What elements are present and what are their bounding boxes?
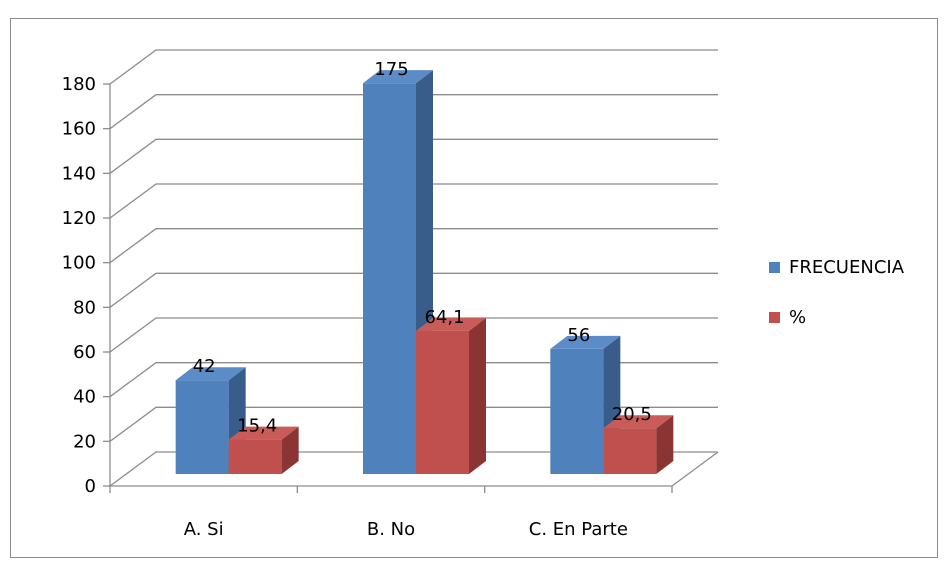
- bars: [175, 70, 674, 475]
- y-tick-labels: 0 20 40 60 80 100 120 140 160 180: [62, 74, 96, 497]
- data-label: 42: [193, 356, 216, 377]
- bar-top: [363, 70, 433, 84]
- bar-side: [469, 317, 486, 474]
- bar-front: [603, 428, 657, 474]
- bar-front: [228, 439, 282, 474]
- y-tick-label: 40: [73, 387, 96, 408]
- data-label: 15,4: [237, 416, 277, 437]
- bar-top: [416, 317, 486, 331]
- gridline: [109, 94, 718, 130]
- legend-swatch: [769, 312, 780, 323]
- data-labels: 42 15,4 175 64,1 56 20,5: [193, 59, 652, 436]
- gridline: [109, 362, 718, 398]
- floor-right-edge: [671, 451, 719, 487]
- category-labels: A. Si B. No C. En Parte: [184, 519, 628, 540]
- y-tick-label: 0: [85, 476, 96, 497]
- y-tick-label: 80: [73, 297, 96, 318]
- y-tick-label: 140: [62, 163, 96, 184]
- legend-label: FRECUENCIA: [789, 257, 905, 278]
- gridlines: [109, 49, 718, 487]
- bar-top: [228, 426, 299, 440]
- y-tick-label: 20: [73, 431, 96, 452]
- data-label: 64,1: [424, 307, 464, 328]
- bar-front: [363, 83, 416, 475]
- category-label: B. No: [367, 519, 415, 540]
- bar-top: [550, 335, 621, 349]
- legend: FRECUENCIA%: [769, 257, 905, 328]
- gridline: [109, 317, 718, 353]
- data-label: 20,5: [612, 404, 652, 425]
- bar-front: [550, 348, 604, 474]
- category-label: C. En Parte: [529, 519, 628, 540]
- data-label: 175: [374, 59, 408, 80]
- bar-side: [656, 415, 674, 474]
- gridline: [109, 138, 718, 174]
- chart-walls: [671, 451, 719, 487]
- category-label: A. Si: [184, 519, 224, 540]
- y-tick-label: 160: [62, 119, 96, 140]
- legend-swatch: [769, 262, 780, 273]
- y-tick-label: 100: [62, 253, 96, 274]
- gridline: [109, 228, 718, 264]
- bar-side: [281, 426, 299, 474]
- bar-front: [175, 380, 229, 474]
- bar-front: [416, 330, 469, 474]
- gridline: [109, 272, 718, 308]
- axis: [103, 83, 673, 493]
- y-tick-label: 180: [62, 74, 96, 95]
- gridline: [109, 183, 718, 219]
- gridline: [109, 451, 718, 487]
- gridline: [109, 406, 718, 442]
- gridline: [109, 49, 718, 85]
- legend-label: %: [789, 307, 806, 328]
- y-tick-label: 60: [73, 342, 96, 363]
- data-label: 56: [567, 325, 590, 346]
- bar-top: [175, 367, 246, 381]
- bar-top: [603, 415, 674, 429]
- y-tick-label: 120: [62, 208, 96, 229]
